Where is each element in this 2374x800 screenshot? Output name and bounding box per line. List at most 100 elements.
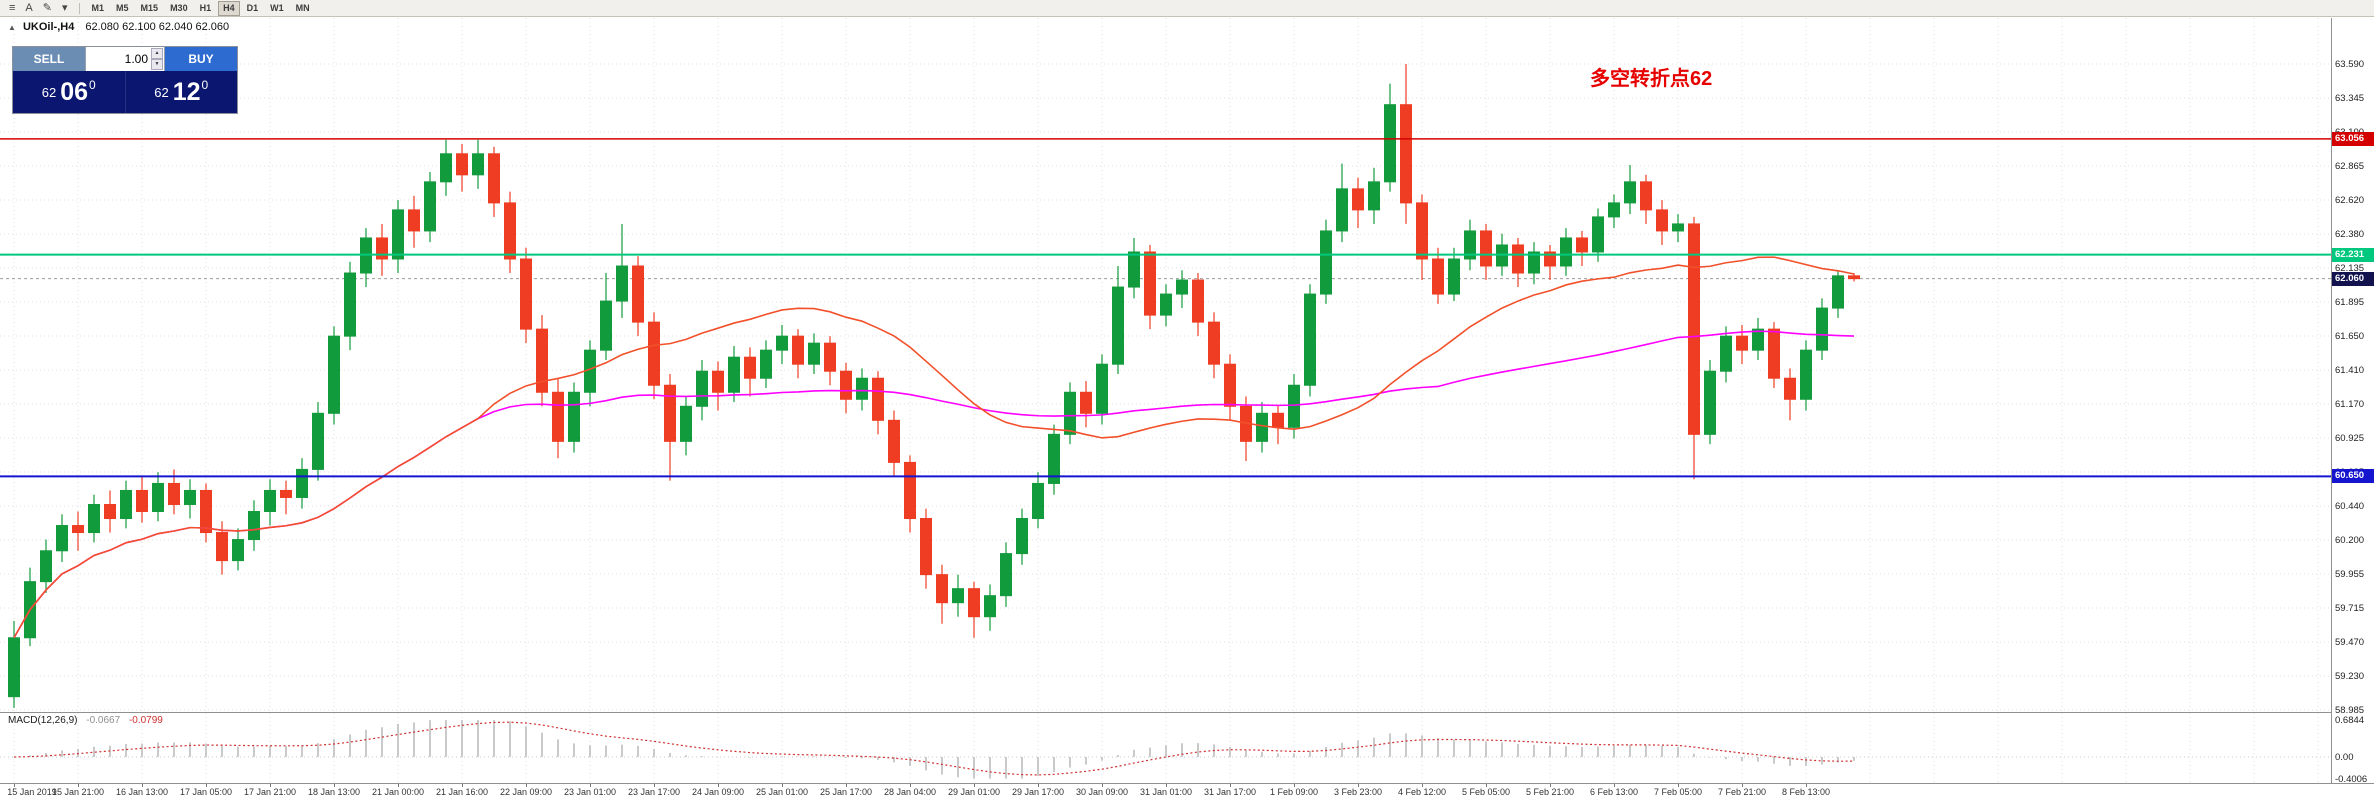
- time-axis-label: 17 Jan 05:00: [179, 787, 233, 797]
- price-axis-label: 63.345: [2335, 93, 2365, 104]
- time-tick: [398, 784, 399, 787]
- timeframe-m5[interactable]: M5: [111, 1, 134, 16]
- ask-price: 62 12 0: [126, 71, 238, 113]
- chart-area[interactable]: 63.59063.34563.10062.86562.62062.38062.1…: [0, 18, 2374, 800]
- candle: [1800, 349, 1812, 400]
- candle: [1752, 328, 1764, 351]
- candle: [408, 209, 420, 232]
- lot-increase-button[interactable]: ▲: [151, 48, 163, 59]
- price-badge-63.056[interactable]: 63.056: [2332, 131, 2374, 146]
- time-axis-label: 23 Jan 01:00: [563, 787, 617, 797]
- candle: [184, 489, 196, 505]
- time-tick: [1422, 784, 1423, 787]
- candle: [264, 489, 276, 513]
- time-tick: [782, 784, 783, 787]
- macd-main-value: -0.0667: [86, 715, 121, 726]
- bid-pips: 06: [60, 77, 89, 106]
- ohlc-values: 62.080 62.100 62.040 62.060: [85, 21, 230, 33]
- ask-pips: 12: [172, 77, 201, 106]
- candle: [504, 202, 516, 260]
- candle: [1192, 279, 1204, 323]
- candle: [1224, 363, 1236, 407]
- candle: [1592, 216, 1604, 253]
- candle: [1016, 518, 1028, 555]
- main-chart[interactable]: [0, 18, 2331, 712]
- candle: [984, 595, 996, 618]
- candle: [1816, 307, 1828, 351]
- candle: [1448, 258, 1460, 295]
- timeframe-w1[interactable]: W1: [265, 1, 289, 16]
- candle: [632, 265, 644, 323]
- macd-name: MACD(12,26,9): [8, 715, 78, 726]
- time-tick: [1742, 784, 1743, 787]
- time-axis-label: 4 Feb 12:00: [1397, 787, 1447, 797]
- candle: [1208, 321, 1220, 365]
- timeframe-m30[interactable]: M30: [165, 1, 193, 16]
- collapse-panel-icon[interactable]: ▲: [8, 23, 16, 32]
- buy-button[interactable]: BUY: [165, 47, 237, 71]
- macd-pane[interactable]: [0, 712, 2331, 783]
- menu-icon[interactable]: ≡: [9, 1, 16, 14]
- candle: [1576, 237, 1588, 253]
- price-badge-60.650[interactable]: 60.650: [2332, 469, 2374, 484]
- time-axis-label: 25 Jan 01:00: [755, 787, 809, 797]
- draw-tools-icon[interactable]: ✎: [42, 1, 52, 14]
- candle: [872, 377, 884, 421]
- candle: [1320, 230, 1332, 295]
- candle: [1416, 202, 1428, 260]
- price-badge-62.231[interactable]: 62.231: [2332, 247, 2374, 262]
- price-axis[interactable]: 63.59063.34563.10062.86562.62062.38062.1…: [2331, 18, 2374, 799]
- time-axis-label: 23 Jan 17:00: [627, 787, 681, 797]
- candle: [56, 525, 68, 552]
- time-axis[interactable]: 15 Jan 2019 15 Jan 21:00 16 Jan 13:00 17 Ja…: [0, 783, 2374, 800]
- time-tick: [1166, 784, 1167, 787]
- candle: [1528, 251, 1540, 274]
- time-axis-label: 6 Feb 13:00: [1589, 787, 1639, 797]
- candle: [88, 503, 100, 534]
- candle: [1288, 384, 1300, 428]
- lot-decrease-button[interactable]: ▼: [151, 59, 163, 70]
- candle: [1640, 181, 1652, 211]
- time-axis-label: 15 Jan 21:00: [51, 787, 105, 797]
- candle: [520, 258, 532, 330]
- candle: [1000, 553, 1012, 597]
- candle: [8, 637, 20, 698]
- timeframe-h1[interactable]: H1: [195, 1, 217, 16]
- candle: [1384, 104, 1396, 183]
- candle: [328, 335, 340, 414]
- timeframe-d1[interactable]: D1: [242, 1, 264, 16]
- candle: [776, 335, 788, 351]
- time-tick: [1614, 784, 1615, 787]
- time-axis-label: 25 Jan 17:00: [819, 787, 873, 797]
- candle: [664, 384, 676, 442]
- time-axis-label: 22 Jan 09:00: [499, 787, 553, 797]
- candle: [1688, 223, 1700, 435]
- candle: [1256, 412, 1268, 442]
- caret-down-icon[interactable]: ▾: [61, 1, 68, 14]
- candle: [72, 525, 84, 534]
- price-axis-label: 62.135: [2335, 263, 2365, 274]
- time-axis-label: 18 Jan 13:00: [307, 787, 361, 797]
- timeframe-m1[interactable]: M1: [87, 1, 110, 16]
- time-axis-label: 21 Jan 00:00: [371, 787, 425, 797]
- candle: [456, 153, 468, 176]
- candle: [712, 370, 724, 393]
- sell-button[interactable]: SELL: [13, 47, 85, 71]
- text-tool-icon[interactable]: A: [25, 1, 33, 14]
- timeframe-mn[interactable]: MN: [291, 1, 315, 16]
- time-tick: [1358, 784, 1359, 787]
- macd-axis-label: -0.4006: [2335, 773, 2368, 785]
- time-tick: [590, 784, 591, 787]
- candle: [1704, 370, 1716, 435]
- time-axis-label: 1 Feb 09:00: [1269, 787, 1319, 797]
- price-axis-label: 62.620: [2335, 195, 2365, 206]
- timeframe-m15[interactable]: M15: [136, 1, 164, 16]
- candle: [344, 272, 356, 337]
- candle: [296, 468, 308, 498]
- bid-price: 62 06 0: [13, 71, 126, 113]
- timeframe-h4[interactable]: H4: [218, 0, 240, 16]
- candle: [648, 321, 660, 386]
- candle: [696, 370, 708, 407]
- candle: [936, 574, 948, 604]
- ma-slow-line: [13, 330, 1855, 639]
